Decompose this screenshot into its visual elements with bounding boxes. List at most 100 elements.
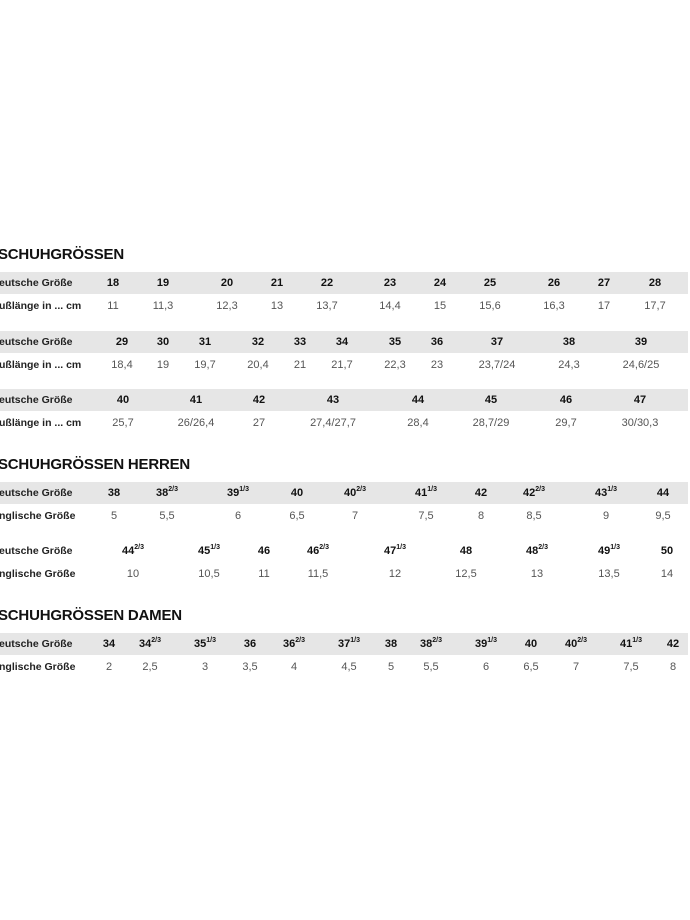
secondary-size-cell: 7,5 bbox=[623, 661, 639, 673]
row-label-german-size: eutsche Größe bbox=[0, 487, 73, 499]
german-size-cell: 37 bbox=[490, 336, 504, 348]
secondary-size-cell: 6,5 bbox=[289, 510, 305, 522]
secondary-size-cell: 25,7 bbox=[112, 417, 134, 429]
german-size-cell: 34 bbox=[102, 638, 116, 650]
german-size-cell: 32 bbox=[251, 336, 265, 348]
german-size-cell: 431/3 bbox=[595, 486, 617, 499]
header-band bbox=[0, 331, 688, 353]
german-size-cell: 422/3 bbox=[523, 486, 545, 499]
german-size-cell: 22 bbox=[320, 277, 334, 289]
secondary-size-cell: 7 bbox=[572, 661, 580, 673]
german-size-cell: 451/3 bbox=[198, 544, 220, 557]
secondary-size-cell: 4,5 bbox=[341, 661, 357, 673]
row-label-german-size: eutsche Größe bbox=[0, 394, 73, 406]
secondary-size-cell: 27,4/27,7 bbox=[310, 417, 356, 429]
german-size-cell: 18 bbox=[106, 277, 120, 289]
row-label-german-size: eutsche Größe bbox=[0, 638, 73, 650]
secondary-size-cell: 16,3 bbox=[543, 300, 565, 312]
secondary-size-cell: 24,6/25 bbox=[622, 359, 660, 371]
secondary-size-cell: 5,5 bbox=[159, 510, 175, 522]
secondary-size-cell: 5 bbox=[110, 510, 118, 522]
german-size-cell: 491/3 bbox=[598, 544, 620, 557]
secondary-size-cell: 20,4 bbox=[247, 359, 269, 371]
german-size-cell: 342/3 bbox=[139, 637, 161, 650]
german-size-cell: 462/3 bbox=[307, 544, 329, 557]
german-size-cell: 25 bbox=[483, 277, 497, 289]
secondary-size-cell: 11,3 bbox=[152, 300, 174, 312]
secondary-size-cell: 3 bbox=[201, 661, 209, 673]
secondary-size-cell: 7 bbox=[351, 510, 359, 522]
german-size-cell: 362/3 bbox=[283, 637, 305, 650]
secondary-size-cell: 29,7 bbox=[555, 417, 577, 429]
header-band bbox=[0, 272, 688, 294]
secondary-size-cell: 5,5 bbox=[423, 661, 439, 673]
header-band bbox=[0, 482, 688, 504]
section-title: SCHUHGRÖSSEN DAMEN bbox=[0, 607, 182, 624]
german-size-cell: 27 bbox=[597, 277, 611, 289]
german-size-cell: 351/3 bbox=[194, 637, 216, 650]
german-size-cell: 39 bbox=[634, 336, 648, 348]
german-size-cell: 471/3 bbox=[384, 544, 406, 557]
secondary-size-cell: 8 bbox=[669, 661, 677, 673]
secondary-size-cell: 6,5 bbox=[523, 661, 539, 673]
secondary-size-cell: 9,5 bbox=[655, 510, 671, 522]
secondary-size-cell: 13,5 bbox=[598, 568, 620, 580]
secondary-size-cell: 18,4 bbox=[111, 359, 133, 371]
german-size-cell: 382/3 bbox=[420, 637, 442, 650]
secondary-size-cell: 19 bbox=[156, 359, 170, 371]
secondary-size-cell: 26/26,4 bbox=[177, 417, 215, 429]
secondary-size-cell: 9 bbox=[602, 510, 610, 522]
secondary-size-cell: 27 bbox=[252, 417, 266, 429]
row-label-german-size: eutsche Größe bbox=[0, 277, 73, 289]
secondary-size-cell: 15 bbox=[433, 300, 447, 312]
german-size-cell: 482/3 bbox=[526, 544, 548, 557]
german-size-cell: 47 bbox=[633, 394, 647, 406]
secondary-size-cell: 28,4 bbox=[407, 417, 429, 429]
secondary-size-cell: 21 bbox=[293, 359, 307, 371]
secondary-size-cell: 14,4 bbox=[379, 300, 401, 312]
german-size-cell: 411/3 bbox=[415, 486, 437, 499]
row-label-secondary: nglische Größe bbox=[0, 510, 76, 522]
german-size-cell: 30 bbox=[156, 336, 170, 348]
german-size-cell: 391/3 bbox=[475, 637, 497, 650]
german-size-cell: 44 bbox=[656, 487, 670, 499]
secondary-size-cell: 19,7 bbox=[194, 359, 216, 371]
secondary-size-cell: 8,5 bbox=[526, 510, 542, 522]
german-size-cell: 36 bbox=[430, 336, 444, 348]
german-size-cell: 42 bbox=[474, 487, 488, 499]
german-size-cell: 38 bbox=[384, 638, 398, 650]
section-title: SCHUHGRÖSSEN HERREN bbox=[0, 456, 191, 473]
row-label-german-size: eutsche Größe bbox=[0, 545, 73, 557]
secondary-size-cell: 30/30,3 bbox=[621, 417, 659, 429]
secondary-size-cell: 23 bbox=[430, 359, 444, 371]
secondary-size-cell: 17 bbox=[597, 300, 611, 312]
secondary-size-cell: 11,5 bbox=[307, 568, 329, 580]
german-size-cell: 48 bbox=[459, 545, 473, 557]
german-size-cell: 33 bbox=[293, 336, 307, 348]
secondary-size-cell: 10 bbox=[126, 568, 140, 580]
german-size-cell: 34 bbox=[335, 336, 349, 348]
german-size-cell: 24 bbox=[433, 277, 447, 289]
german-size-cell: 40 bbox=[290, 487, 304, 499]
german-size-cell: 44 bbox=[411, 394, 425, 406]
secondary-size-cell: 3,5 bbox=[242, 661, 258, 673]
secondary-size-cell: 14 bbox=[660, 568, 674, 580]
secondary-size-cell: 24,3 bbox=[558, 359, 580, 371]
secondary-size-cell: 4 bbox=[290, 661, 298, 673]
german-size-cell: 29 bbox=[115, 336, 129, 348]
secondary-size-cell: 2 bbox=[105, 661, 113, 673]
german-size-cell: 28 bbox=[648, 277, 662, 289]
secondary-size-cell: 22,3 bbox=[384, 359, 406, 371]
secondary-size-cell: 10,5 bbox=[198, 568, 220, 580]
secondary-size-cell: 13 bbox=[530, 568, 544, 580]
german-size-cell: 41 bbox=[189, 394, 203, 406]
german-size-cell: 43 bbox=[326, 394, 340, 406]
secondary-size-cell: 21,7 bbox=[331, 359, 353, 371]
german-size-cell: 21 bbox=[270, 277, 284, 289]
row-label-secondary: nglische Größe bbox=[0, 568, 76, 580]
secondary-size-cell: 8 bbox=[477, 510, 485, 522]
german-size-cell: 50 bbox=[660, 545, 674, 557]
german-size-cell: 402/3 bbox=[565, 637, 587, 650]
german-size-cell: 46 bbox=[559, 394, 573, 406]
secondary-size-cell: 5 bbox=[387, 661, 395, 673]
